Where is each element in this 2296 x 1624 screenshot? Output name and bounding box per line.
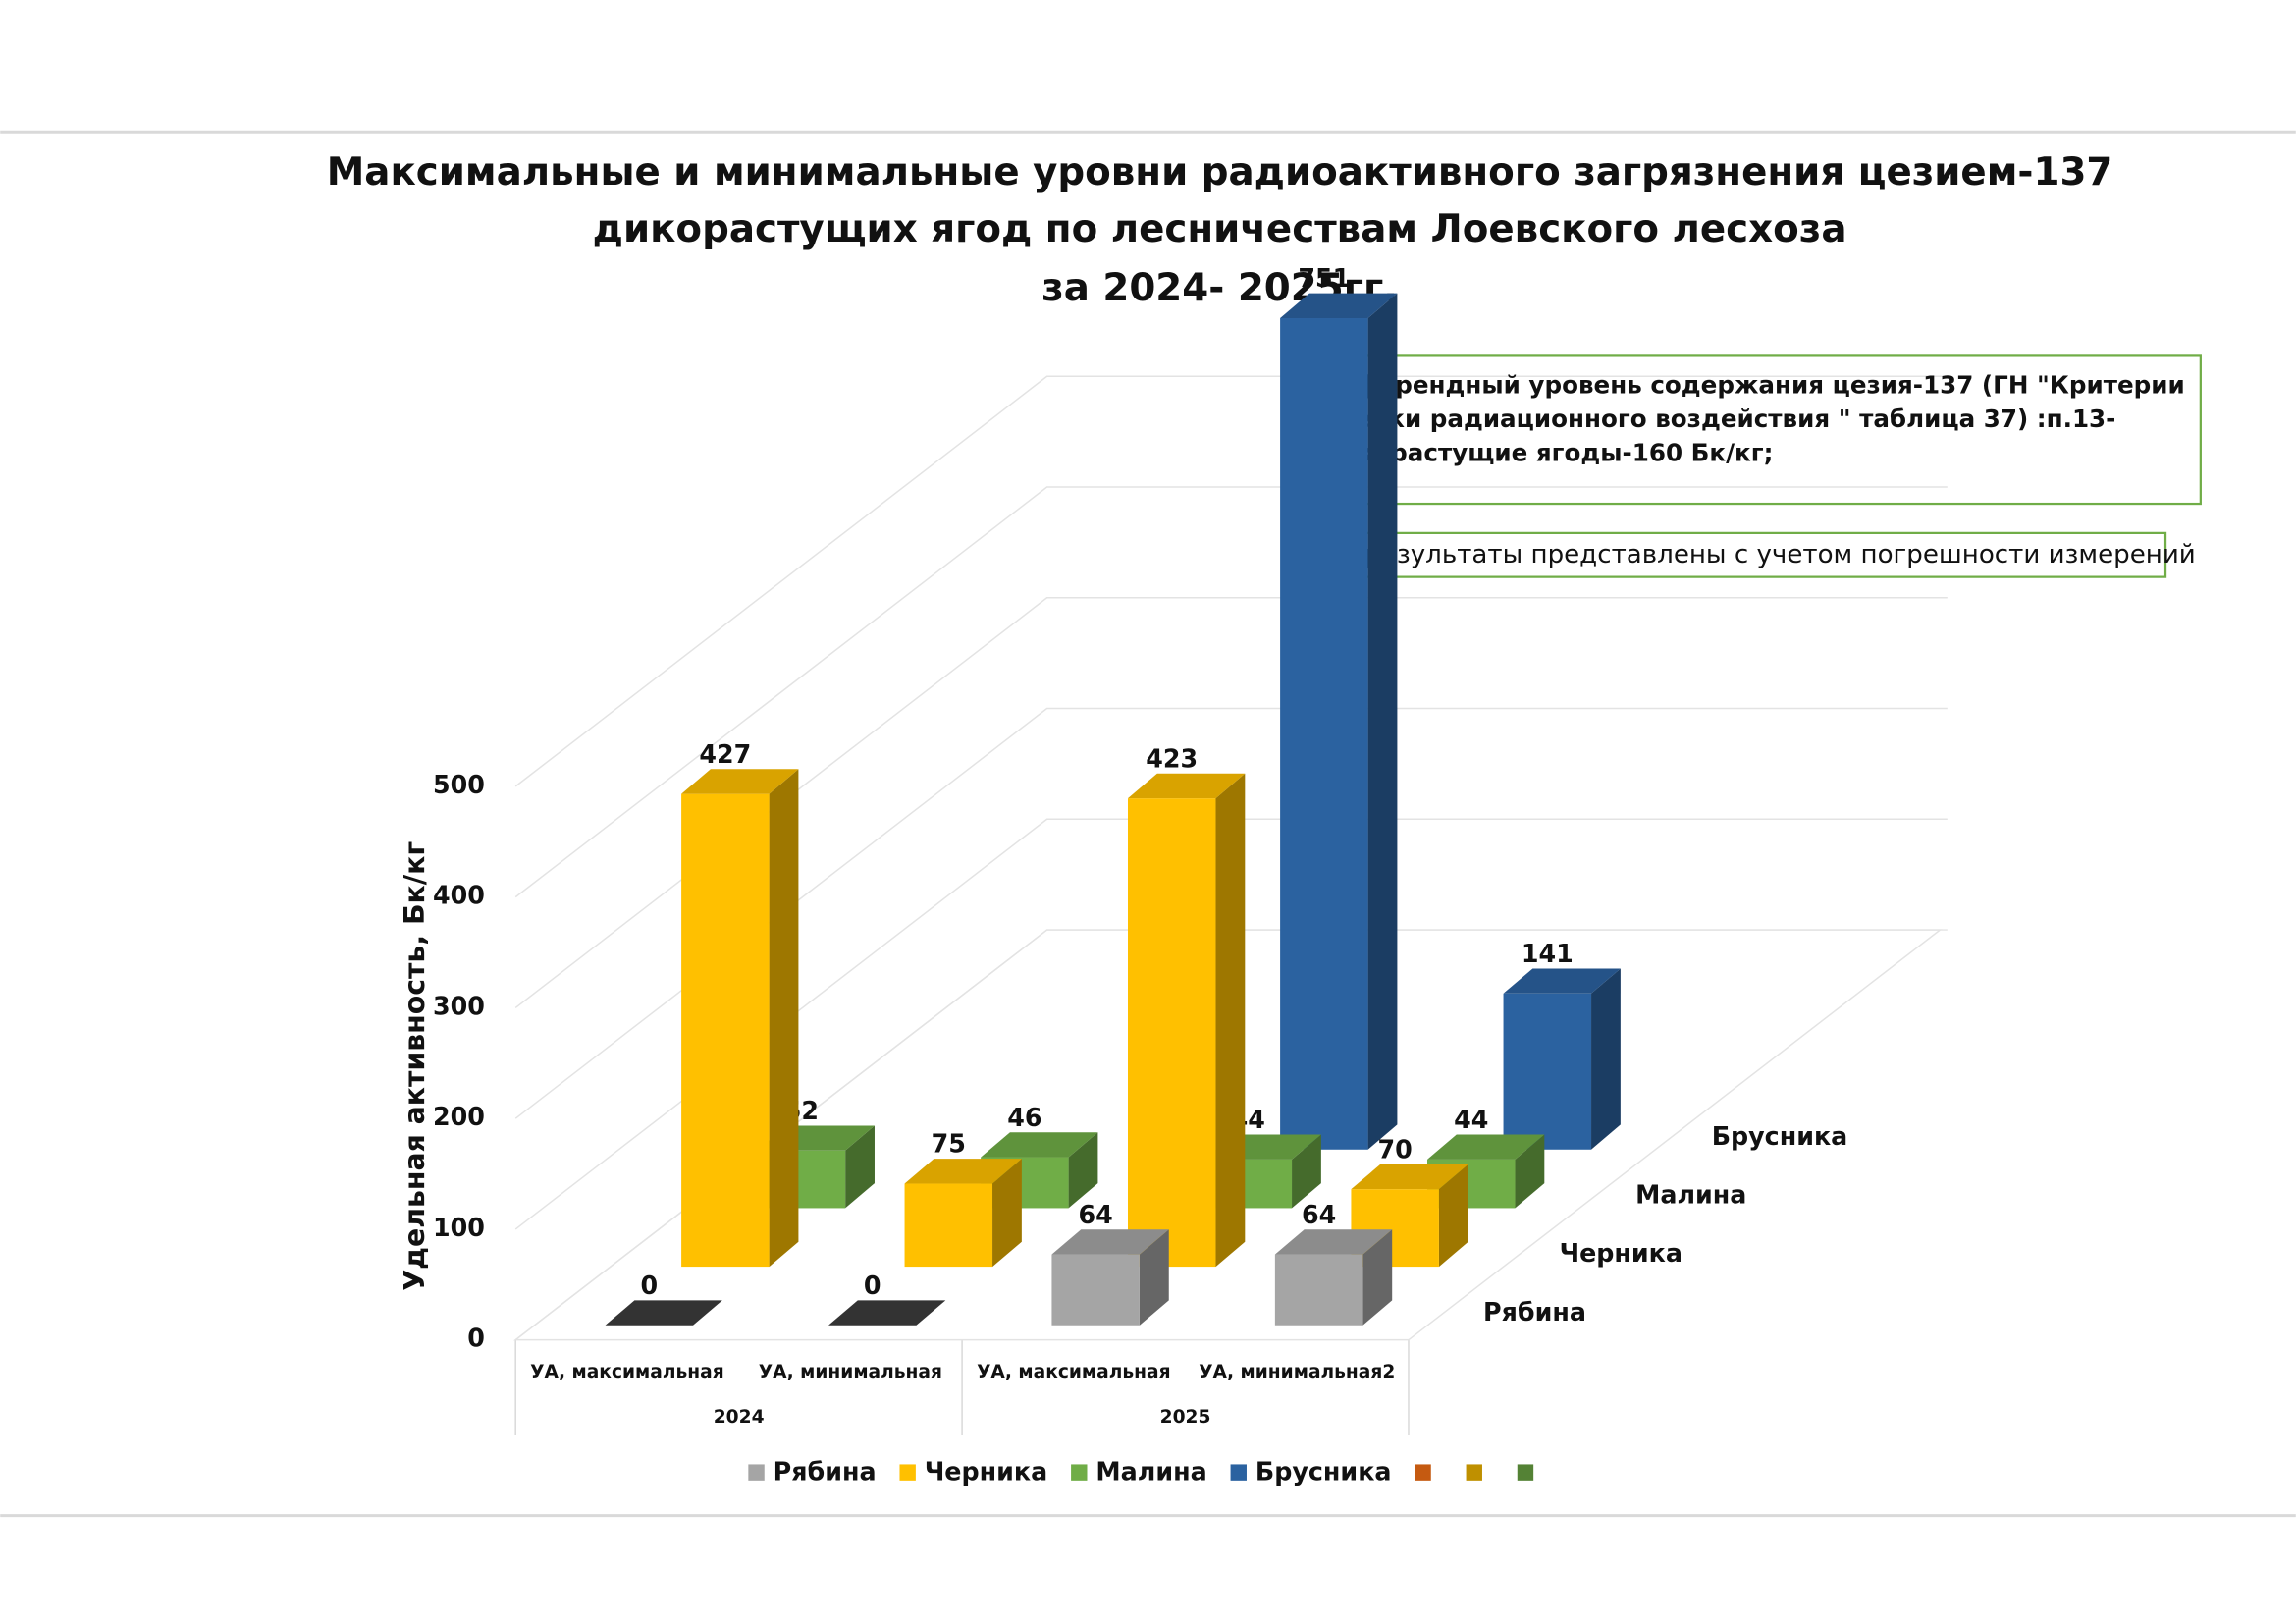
- bar: [681, 769, 799, 1268]
- y-tick-label: 100: [433, 1213, 485, 1242]
- annotation-text: результаты представлены с учетом погрешн…: [1364, 540, 2196, 569]
- legend-swatch: [1230, 1464, 1247, 1481]
- bar-top: [1051, 1229, 1169, 1255]
- legend-swatch: [748, 1464, 765, 1481]
- bar-front: [1051, 1254, 1140, 1326]
- bar-side: [1591, 968, 1621, 1150]
- group-label: 2025: [1160, 1407, 1211, 1428]
- legend-swatch: [1466, 1464, 1482, 1481]
- bar: [1127, 773, 1246, 1268]
- chart-title: дикорастущих ягод по лесничествам Лоевск…: [593, 207, 1847, 251]
- bar-top: [681, 769, 799, 794]
- legend-label: Рябина: [774, 1456, 877, 1486]
- data-label: 75: [932, 1129, 966, 1159]
- bar: [1051, 1229, 1169, 1326]
- bar-top: [1274, 1229, 1393, 1255]
- bar-top: [1127, 773, 1246, 799]
- bar-side: [1438, 1164, 1468, 1268]
- bar-front: [904, 1183, 993, 1268]
- data-label: 70: [1378, 1134, 1413, 1164]
- bar-side: [1367, 293, 1398, 1150]
- data-label: 46: [1007, 1103, 1041, 1132]
- bar: [1503, 968, 1621, 1150]
- bar-top: [1351, 1164, 1468, 1190]
- bar-side: [1215, 773, 1246, 1268]
- legend-swatch: [1415, 1464, 1431, 1481]
- depth-label: Рябина: [1483, 1297, 1586, 1326]
- legend-label: Черника: [925, 1456, 1047, 1486]
- depth-label: Черника: [1560, 1238, 1682, 1268]
- data-label: 64: [1079, 1200, 1113, 1229]
- bar-front: [681, 793, 770, 1268]
- data-label: 0: [864, 1271, 881, 1300]
- bar-side: [1362, 1229, 1393, 1326]
- grid-line: [514, 486, 1948, 898]
- x-tick-label: УА, минимальная: [759, 1362, 942, 1382]
- bar-side: [1292, 1134, 1321, 1209]
- bar-front: [1503, 993, 1592, 1150]
- depth-label: Брусника: [1712, 1121, 1848, 1151]
- bar-front: [1127, 798, 1216, 1268]
- legend-label: Брусника: [1255, 1456, 1392, 1486]
- x-tick-label: УА, максимальная: [977, 1362, 1170, 1382]
- bar-side: [1068, 1132, 1098, 1209]
- bar-side: [845, 1125, 875, 1209]
- legend-swatch: [1071, 1464, 1088, 1481]
- bar-top: [981, 1132, 1098, 1158]
- bar-top: [1280, 293, 1398, 319]
- data-label: 141: [1522, 939, 1574, 968]
- x-tick-label: УА, максимальная: [530, 1362, 723, 1382]
- data-label: 0: [640, 1271, 658, 1300]
- data-label: 751: [1298, 263, 1350, 293]
- y-tick-label: 500: [433, 770, 485, 799]
- chart-title: Максимальные и минимальные уровни радиоа…: [327, 150, 2113, 194]
- bar-side: [992, 1159, 1022, 1268]
- bar-side: [1139, 1229, 1169, 1326]
- group-label: 2024: [714, 1407, 765, 1428]
- annotation-box: [1299, 354, 2202, 506]
- annotation-text: оценки радиационного воздействия " табли…: [1320, 405, 2115, 433]
- y-tick-label: 0: [467, 1324, 485, 1353]
- data-label: 64: [1302, 1200, 1336, 1229]
- y-tick-label: 300: [433, 991, 485, 1020]
- bar-top: [1503, 968, 1621, 994]
- bar: [1274, 1229, 1393, 1326]
- bar-top: [1426, 1134, 1545, 1160]
- grid-line: [514, 375, 1948, 787]
- x-tick-label: УА, минимальная2: [1199, 1362, 1395, 1382]
- y-tick-label: 200: [433, 1102, 485, 1131]
- data-label: 423: [1146, 743, 1198, 773]
- bar-front: [1280, 318, 1368, 1150]
- bar-top: [904, 1159, 1022, 1184]
- depth-label: Малина: [1635, 1180, 1746, 1210]
- y-axis-title: Удельная активность, Бк/кг: [399, 841, 431, 1291]
- bar: [605, 1300, 722, 1326]
- bar: [1280, 293, 1398, 1150]
- bar-top: [828, 1300, 946, 1326]
- bar-side: [1515, 1134, 1545, 1209]
- data-label: 427: [699, 739, 751, 769]
- annotation-text: Референдный уровень содержания цезия-137…: [1320, 371, 2184, 400]
- bar-top: [605, 1300, 722, 1326]
- data-label: 44: [1454, 1105, 1488, 1134]
- bar-front: [1274, 1254, 1363, 1326]
- legend-label: Малина: [1095, 1456, 1206, 1486]
- y-tick-label: 400: [433, 881, 485, 910]
- bar: [828, 1300, 946, 1326]
- bar-side: [769, 769, 799, 1268]
- bar: [904, 1159, 1022, 1268]
- legend-swatch: [1517, 1464, 1534, 1481]
- legend-swatch: [899, 1464, 916, 1481]
